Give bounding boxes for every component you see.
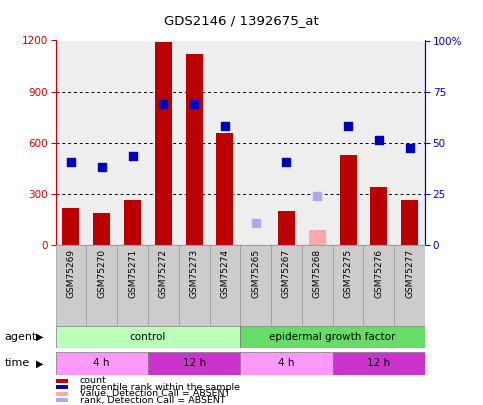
Text: ▶: ▶	[36, 358, 44, 369]
Point	[98, 163, 106, 170]
Bar	[148, 245, 179, 326]
Point	[190, 100, 198, 107]
Text: GSM75269: GSM75269	[67, 249, 75, 298]
Bar	[148, 352, 241, 375]
Text: GSM75268: GSM75268	[313, 249, 322, 298]
Text: GSM75275: GSM75275	[343, 249, 353, 298]
Text: time: time	[5, 358, 30, 369]
Bar	[302, 245, 333, 326]
Bar	[241, 326, 425, 348]
Text: 4 h: 4 h	[278, 358, 295, 369]
Text: count: count	[80, 376, 106, 385]
Bar	[56, 352, 148, 375]
Bar	[333, 245, 364, 326]
Text: GSM75271: GSM75271	[128, 249, 137, 298]
Text: percentile rank within the sample: percentile rank within the sample	[80, 383, 240, 392]
Bar	[309, 230, 326, 245]
Bar	[333, 352, 425, 375]
Text: 12 h: 12 h	[367, 358, 390, 369]
Bar	[370, 187, 387, 245]
Text: 12 h: 12 h	[183, 358, 206, 369]
Bar	[240, 245, 271, 326]
Point	[344, 122, 352, 129]
Bar	[210, 245, 240, 326]
Point	[67, 158, 75, 165]
Bar	[179, 245, 210, 326]
Text: GSM75276: GSM75276	[374, 249, 384, 298]
Point	[159, 100, 167, 107]
Text: GSM75267: GSM75267	[282, 249, 291, 298]
Point	[283, 158, 290, 165]
Text: GSM75274: GSM75274	[220, 249, 229, 298]
Point	[221, 122, 229, 129]
Point	[406, 145, 413, 151]
Bar	[86, 245, 117, 326]
Bar	[278, 211, 295, 245]
Text: epidermal growth factor: epidermal growth factor	[270, 332, 396, 342]
Bar	[62, 207, 79, 245]
Bar	[401, 200, 418, 245]
Text: GSM75272: GSM75272	[159, 249, 168, 298]
Bar	[124, 200, 141, 245]
Bar	[56, 245, 86, 326]
Bar	[364, 245, 394, 326]
Text: agent: agent	[5, 332, 37, 342]
Bar	[340, 155, 356, 245]
Point	[313, 192, 321, 199]
Bar	[155, 42, 172, 245]
Bar	[271, 245, 302, 326]
Text: GSM75273: GSM75273	[190, 249, 199, 298]
Point	[375, 137, 383, 143]
Bar	[394, 245, 425, 326]
Text: 4 h: 4 h	[94, 358, 110, 369]
Bar	[117, 245, 148, 326]
Bar	[216, 132, 233, 245]
Text: value, Detection Call = ABSENT: value, Detection Call = ABSENT	[80, 389, 230, 398]
Text: GSM75270: GSM75270	[97, 249, 106, 298]
Text: GDS2146 / 1392675_at: GDS2146 / 1392675_at	[164, 14, 319, 27]
Point	[128, 152, 136, 159]
Bar	[241, 352, 333, 375]
Bar	[185, 54, 202, 245]
Text: rank, Detection Call = ABSENT: rank, Detection Call = ABSENT	[80, 396, 226, 405]
Text: GSM75277: GSM75277	[405, 249, 414, 298]
Bar	[93, 213, 110, 245]
Bar	[56, 326, 241, 348]
Point	[252, 220, 259, 226]
Text: control: control	[130, 332, 166, 342]
Text: GSM75265: GSM75265	[251, 249, 260, 298]
Text: ▶: ▶	[36, 332, 44, 342]
